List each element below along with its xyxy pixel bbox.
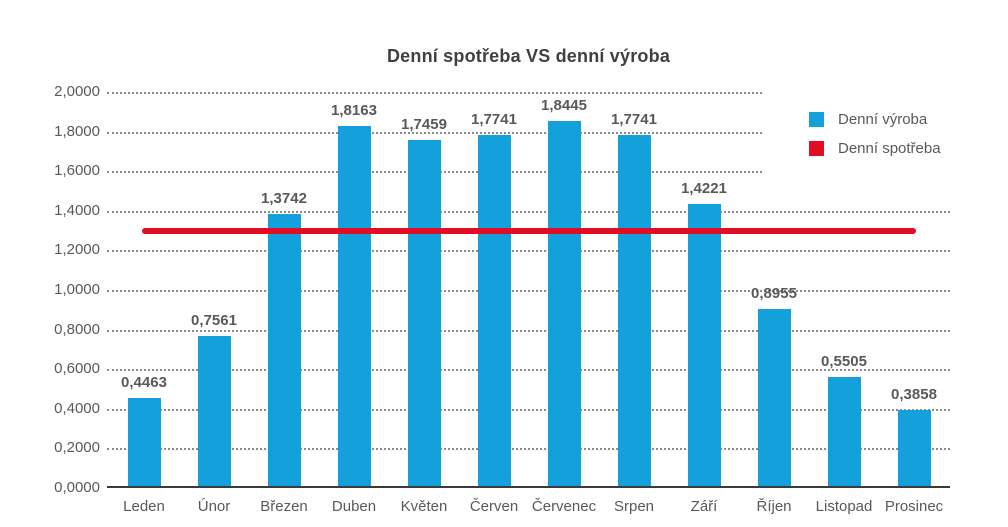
bar-value-label: 1,3742	[261, 189, 307, 207]
y-axis-tick-label: 1,8000	[54, 122, 100, 140]
bar-value-label: 1,7741	[471, 110, 517, 128]
gridline	[107, 92, 762, 94]
gridline	[107, 448, 950, 451]
bar-11	[827, 377, 861, 486]
legend-item-spotreba: Denní spotřeba	[809, 139, 1008, 157]
x-axis-label: Květen	[400, 498, 448, 515]
bar-2	[197, 336, 231, 486]
legend-swatch-spotreba-icon	[809, 140, 824, 156]
plot-area: 0,4463 0,7561 1,3742 1,8163 1,7459 1,7741 1,84…	[107, 92, 950, 488]
bar-5	[407, 140, 441, 486]
bar-7	[547, 120, 581, 486]
gridline	[107, 408, 950, 411]
y-axis-tick-label: 0,0000	[54, 479, 100, 496]
x-axis-label: Prosinec	[884, 498, 944, 515]
y-axis-tick-label: 0,4000	[54, 399, 100, 417]
x-axis-label: Březen	[260, 498, 308, 515]
bar-value-label: 1,7459	[401, 116, 447, 134]
y-axis-tick-label: 2,0000	[54, 83, 100, 100]
bar-value-label: 1,4221	[681, 180, 727, 198]
y-axis-tick-label: 1,0000	[54, 281, 100, 298]
bar-value-label: 0,7561	[191, 312, 237, 330]
bar-value-label: 1,8163	[331, 102, 377, 120]
legend-label-vyroba: Denní výroba	[838, 110, 928, 128]
bar-12	[897, 409, 931, 486]
legend-swatch-vyroba-icon	[809, 111, 824, 127]
bar-1	[127, 397, 161, 486]
x-axis-label: Říjen	[756, 498, 792, 515]
x-axis-label: Září	[690, 498, 718, 515]
bar-value-label: 1,7741	[611, 110, 657, 128]
y-axis-tick-label: 1,2000	[54, 241, 100, 259]
x-axis-label: Listopad	[815, 498, 873, 515]
bar-3	[267, 213, 301, 486]
bar-8	[617, 134, 651, 486]
gridline	[107, 369, 950, 372]
x-axis-label: Srpen	[613, 498, 655, 515]
x-axis-label: Leden	[123, 498, 165, 515]
x-axis-label: Únor	[197, 498, 231, 515]
gridline	[107, 329, 950, 332]
bar-value-label: 0,5505	[821, 353, 867, 370]
y-axis-tick-label: 1,4000	[54, 201, 100, 219]
bar-10	[757, 308, 791, 486]
legend: Denní výroba Denní spotřeba	[762, 84, 1008, 196]
consumption-line	[142, 227, 916, 234]
y-axis-tick-label: 0,8000	[54, 320, 100, 338]
gridline	[107, 210, 950, 213]
bar-6	[477, 134, 511, 486]
x-axis-label: Červenec	[531, 498, 597, 515]
gridline	[107, 131, 762, 134]
legend-label-spotreba: Denní spotřeba	[838, 139, 941, 157]
x-axis-label: Červen	[469, 498, 519, 515]
legend-item-vyroba: Denní výroba	[809, 110, 1008, 128]
bar-value-label: 0,3858	[891, 385, 937, 403]
bar-value-label: 0,8955	[751, 284, 797, 302]
bar-4	[337, 126, 371, 486]
chart-title: Denní spotřeba VS denní výroba	[386, 46, 671, 66]
y-axis-tick-label: 0,2000	[54, 439, 100, 457]
y-axis-tick-label: 1,6000	[54, 162, 100, 180]
gridline	[107, 290, 950, 292]
bar-value-label: 1,8445	[541, 96, 587, 114]
gridline	[107, 250, 950, 253]
bar-value-label: 0,4463	[121, 373, 167, 391]
bar-9	[687, 204, 721, 486]
y-axis-tick-label: 0,6000	[54, 360, 100, 378]
x-axis-label: Duben	[331, 498, 377, 515]
